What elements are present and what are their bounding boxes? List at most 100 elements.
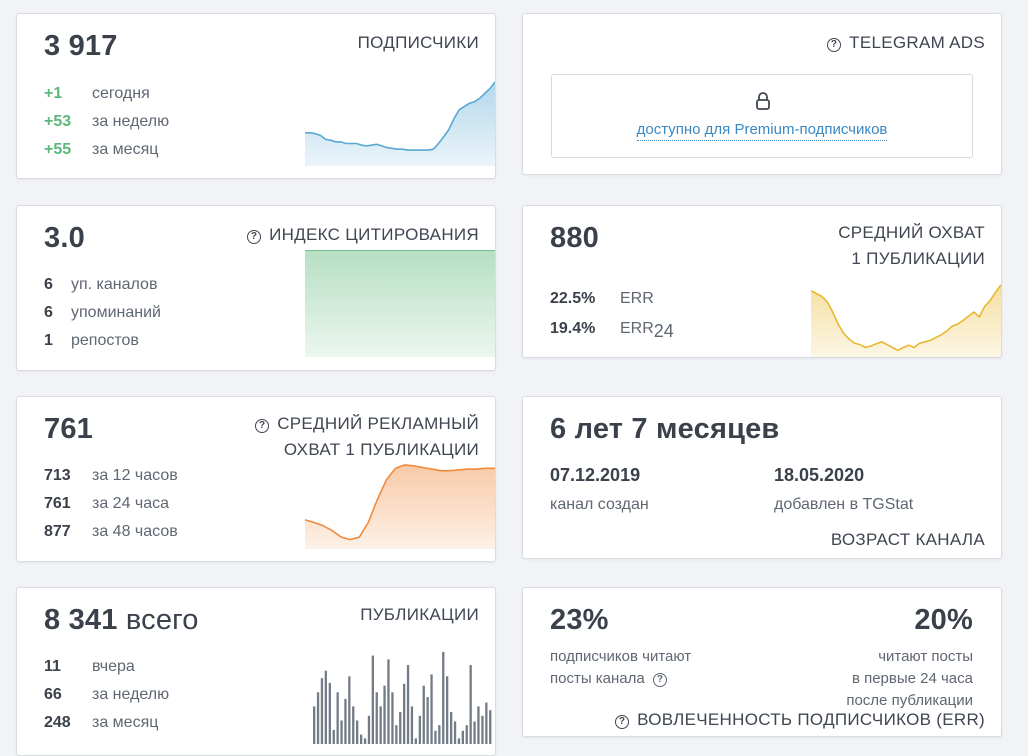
publications-count: 8 341 всего: [44, 604, 199, 637]
stat-value: +55: [44, 141, 72, 158]
stat-value: 248: [44, 714, 71, 731]
publication-bar: [375, 692, 378, 744]
help-icon[interactable]: ?: [615, 715, 630, 729]
ad-reach-card[interactable]: 761 ? СРЕДНИЙ РЕКЛАМНЫЙ ОХВАТ 1 ПУБЛИКАЦИИ…: [16, 396, 496, 562]
stat-label: за неделю: [92, 686, 170, 703]
publication-bar: [363, 738, 367, 744]
stat-value: 713: [44, 467, 71, 484]
stat-row: 248 за месяц: [44, 709, 158, 737]
help-icon[interactable]: ?: [652, 673, 667, 687]
citation-card[interactable]: 3.0 ? ИНДЕКС ЦИТИРОВАНИЯ 6 уп. каналов 6 уп…: [16, 205, 496, 371]
premium-lock-box[interactable]: доступно для Premium-подписчиков: [551, 74, 973, 158]
engagement-right-line1: читают посты: [878, 648, 973, 665]
publication-bar: [383, 685, 386, 744]
publications-unit: всего: [125, 604, 199, 636]
help-icon[interactable]: ?: [255, 419, 270, 433]
help-icon[interactable]: ?: [247, 230, 262, 244]
publication-bar: [442, 651, 445, 744]
engagement-title: ? ВОВЛЕЧЕННОСТЬ ПОДПИСЧИКОВ (ERR): [615, 707, 985, 733]
stat-label: репостов: [71, 332, 139, 349]
err-row: 22.5% ERR: [550, 288, 654, 310]
ad-reach-title: ? СРЕДНИЙ РЕКЛАМНЫЙ ОХВАТ 1 ПУБЛИКАЦИИ: [255, 411, 479, 463]
publication-bar: [344, 698, 347, 744]
publication-bar: [457, 738, 461, 744]
publication-bar: [324, 670, 327, 744]
publication-bar: [461, 730, 464, 744]
publication-bar: [352, 706, 355, 744]
added-label: добавлен в TGStat: [774, 496, 914, 513]
engagement-right-line3: после публикации: [846, 692, 973, 709]
sparkline-area: [811, 285, 1001, 357]
stat-value: 761: [44, 495, 71, 512]
reach-card[interactable]: 880 СРЕДНИЙ ОХВАТ 1 ПУБЛИКАЦИИ 22.5% ERR 1…: [522, 205, 1002, 358]
stat-row: 6 уп. каналов: [44, 271, 157, 299]
stat-label: за 12 часов: [92, 467, 178, 484]
publication-bar: [422, 685, 425, 744]
stat-row: 11 вчера: [44, 653, 135, 681]
publication-bar: [391, 692, 394, 744]
channel-age-value: 6 лет 7 месяцев: [550, 413, 780, 445]
publications-total: 8 341: [44, 604, 118, 636]
sparkline-area: [305, 82, 495, 166]
publication-bar: [477, 706, 480, 744]
help-icon[interactable]: ?: [827, 38, 842, 52]
publication-bar: [313, 706, 316, 744]
engagement-left-line1: подписчиков читают: [550, 648, 692, 665]
publication-bar: [367, 715, 371, 744]
citation-title-text: ИНДЕКС ЦИТИРОВАНИЯ: [269, 225, 479, 244]
publication-bar: [453, 721, 457, 744]
err24-value: 19.4%: [550, 320, 596, 337]
created-date: 07.12.2019: [550, 465, 641, 485]
stat-label: сегодня: [92, 85, 150, 102]
stat-label: за месяц: [92, 141, 159, 158]
stat-label: за неделю: [92, 113, 170, 130]
publication-bar: [489, 710, 492, 744]
stat-row: +1 сегодня: [44, 80, 150, 108]
ad-reach-title-line1: СРЕДНИЙ РЕКЛАМНЫЙ: [277, 414, 479, 433]
created-label: канал создан: [550, 496, 649, 513]
stat-value: 6: [44, 304, 53, 321]
stat-row: 1 репостов: [44, 327, 139, 355]
citation-sparkline: [305, 250, 495, 357]
stat-value: 11: [44, 658, 61, 675]
publication-bar: [414, 738, 417, 744]
publication-bar: [395, 725, 398, 744]
sparkline-line: [305, 81, 495, 151]
publication-bar: [465, 725, 468, 744]
subscribers-count: 3 917: [44, 30, 118, 62]
publications-card[interactable]: 8 341 всего ПУБЛИКАЦИИ 11 вчера 66 за неде…: [16, 587, 496, 756]
publication-bar: [438, 725, 441, 744]
stat-label: за 24 часа: [92, 495, 170, 512]
publication-bar: [356, 720, 359, 744]
reach-sparkline: [811, 284, 1001, 357]
publication-bar: [379, 706, 382, 744]
channel-age-title: ВОЗРАСТ КАНАЛА: [830, 530, 985, 549]
telegram-ads-title-text: TELEGRAM ADS: [849, 33, 985, 52]
stat-value: 6: [44, 276, 53, 293]
channel-age-card: 6 лет 7 месяцев 07.12.2019 канал создан …: [522, 396, 1002, 559]
publication-bar: [360, 734, 363, 744]
engagement-card: 23% подписчиков читают посты канала ? 20…: [522, 587, 1002, 737]
sparkline-line: [811, 284, 1001, 352]
publications-title: ПУБЛИКАЦИИ: [360, 605, 479, 624]
stat-label: за 48 часов: [92, 523, 178, 540]
stat-row: +55 за месяц: [44, 136, 158, 164]
sparkline-area: [305, 465, 495, 549]
publication-bar: [434, 730, 437, 744]
telegram-ads-card: ? TELEGRAM ADS доступно для Premium-подпи…: [522, 13, 1002, 175]
publication-bar: [426, 697, 429, 744]
err24-label: ERR: [620, 320, 654, 337]
publication-bar: [320, 678, 324, 744]
engagement-right-line2: в первые 24 часа: [851, 670, 973, 687]
publication-bar: [450, 712, 453, 744]
ad-reach-value: 761: [44, 413, 93, 445]
stat-row: 713 за 12 часов: [44, 462, 178, 490]
stat-label: уп. каналов: [71, 276, 158, 293]
stat-row: 761 за 24 часа: [44, 490, 169, 518]
stat-value: +53: [44, 113, 72, 130]
sparkline-area: [305, 250, 495, 357]
subscribers-sparkline: [305, 81, 495, 166]
publication-bar: [430, 674, 433, 744]
premium-link[interactable]: доступно для Premium-подписчиков: [636, 121, 888, 141]
subscribers-card[interactable]: 3 917 ПОДПИСЧИКИ +1 сегодня +53 за неделю …: [16, 13, 496, 179]
